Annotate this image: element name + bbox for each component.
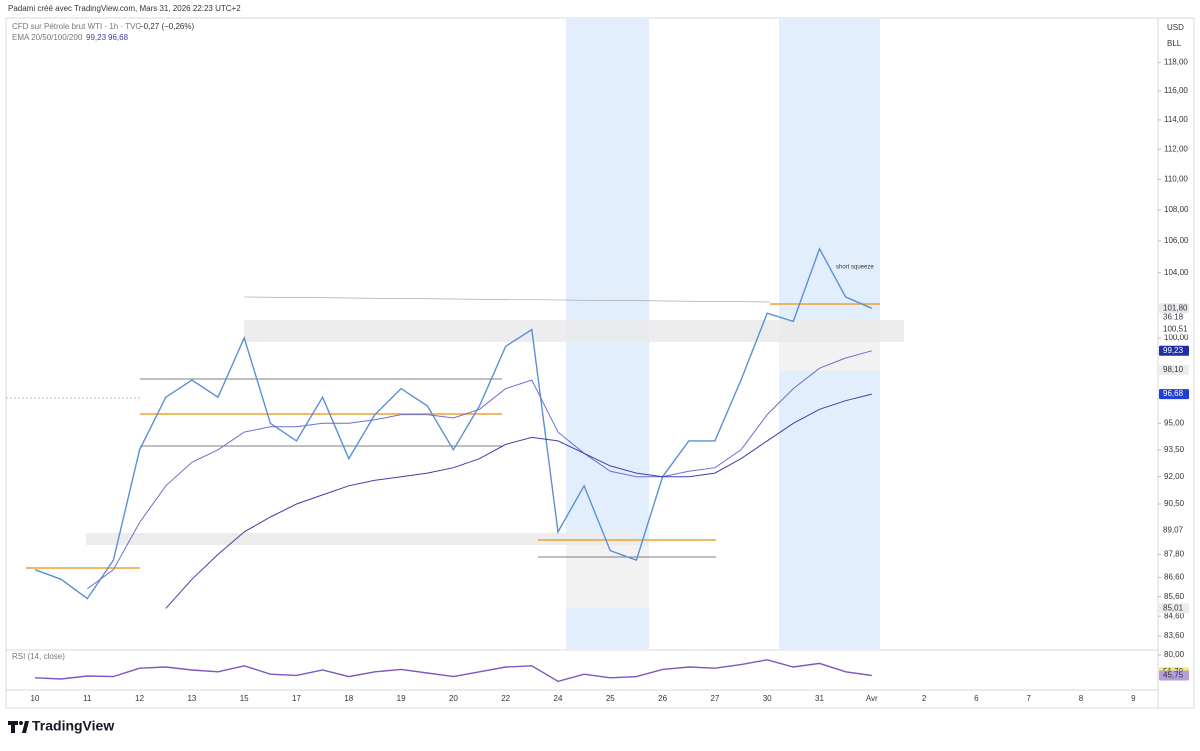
y-tick-label: 112,00: [1164, 144, 1188, 153]
series-line: [87, 350, 872, 590]
y-tick-label: 93,50: [1164, 445, 1185, 454]
y-tick-label: 116,00: [1164, 86, 1188, 95]
x-tick-label: 9: [1131, 694, 1136, 703]
x-tick-label: 18: [344, 694, 353, 703]
y-tick-label: 86,60: [1164, 572, 1185, 581]
brand: TradingView: [32, 718, 114, 734]
y-tick-label: 83,60: [1164, 631, 1185, 640]
x-tick-label: 15: [240, 694, 249, 703]
y-tick-label: 92,00: [1164, 472, 1185, 481]
ema-value: 99,23: [86, 33, 107, 42]
series-line: [165, 393, 872, 609]
price-badge-label: 101,80: [1163, 303, 1188, 312]
price-badge-label: 89,07: [1163, 526, 1184, 535]
credit: Padami créé avec TradingView.com, Mars 3…: [8, 4, 241, 13]
y-tick-label: 100,00: [1164, 333, 1189, 342]
resistance-zone: [244, 320, 904, 342]
x-tick-label: 22: [501, 694, 510, 703]
y-tick-label: 90,50: [1164, 499, 1185, 508]
symbol: CFD sur Pétrole brut WTI · 1h · TVC: [12, 22, 141, 31]
y-tick-label: 118,00: [1164, 58, 1188, 67]
series-line: [34, 659, 872, 683]
series-line: [34, 247, 873, 600]
x-tick-label: 7: [1026, 694, 1031, 703]
price-badge: [1159, 303, 1189, 314]
price-badge: [1159, 345, 1189, 356]
y-tick-label: 114,00: [1164, 115, 1188, 124]
price-badge-label: 96,68: [1163, 389, 1184, 398]
x-tick-label: 17: [292, 694, 301, 703]
x-tick-label: Avr: [866, 694, 878, 703]
x-tick-label: 13: [187, 694, 196, 703]
x-tick-label: 24: [554, 694, 563, 703]
support-zone: [86, 533, 636, 545]
x-tick-label: 20: [449, 694, 458, 703]
price-badge-label: 98,10: [1163, 365, 1184, 374]
y-tick-label: 110,00: [1164, 174, 1188, 183]
price-badge: [1159, 670, 1189, 681]
price-badge-label: 85,01: [1163, 603, 1184, 612]
y-tick-label: 84,60: [1164, 611, 1185, 620]
x-tick-label: 26: [658, 694, 667, 703]
ema-value: 96,68: [108, 33, 129, 42]
y-tick-label: 106,00: [1164, 236, 1189, 245]
x-tick-label: 8: [1079, 694, 1084, 703]
x-tick-label: 31: [815, 694, 824, 703]
x-tick-label: 2: [922, 694, 927, 703]
y-tick-label: 108,00: [1164, 205, 1189, 214]
x-tick-label: 12: [135, 694, 144, 703]
annotation: short squeeze: [836, 265, 874, 271]
currency: USD: [1167, 23, 1184, 32]
y-tick-label: 104,00: [1164, 268, 1189, 277]
trend-line: [243, 296, 771, 303]
price-badge: [1159, 364, 1189, 375]
change: −0,27 (−0,26%): [139, 22, 194, 31]
price-badge-label: 100,51: [1163, 325, 1188, 334]
countdown: 36:18: [1163, 312, 1184, 321]
y-tick-label: 85,60: [1164, 592, 1185, 601]
x-tick-label: 6: [974, 694, 979, 703]
price-badge: [1159, 603, 1189, 614]
price-badge-label: 45,75: [1163, 671, 1184, 680]
y-tick-label: 80,00: [1164, 650, 1185, 659]
price-badge: [1159, 324, 1189, 335]
brand-logo: [8, 721, 29, 733]
x-tick-label: 10: [31, 694, 40, 703]
rsi-title: RSI (14, close): [12, 652, 65, 661]
x-tick-label: 27: [710, 694, 719, 703]
zone-box: [566, 545, 649, 608]
x-tick-label: 11: [83, 694, 92, 703]
unit: BLL: [1167, 39, 1182, 48]
price-badge: [1159, 389, 1189, 400]
x-tick-label: 19: [397, 694, 406, 703]
price-badge-label: 99,23: [1163, 346, 1184, 355]
y-tick-label: 95,00: [1164, 418, 1185, 427]
x-tick-label: 25: [606, 694, 615, 703]
y-tick-label: 87,80: [1164, 550, 1185, 559]
ema-label: EMA 20/50/100/200: [12, 33, 83, 42]
x-tick-label: 30: [763, 694, 772, 703]
price-badge: [1159, 525, 1189, 536]
